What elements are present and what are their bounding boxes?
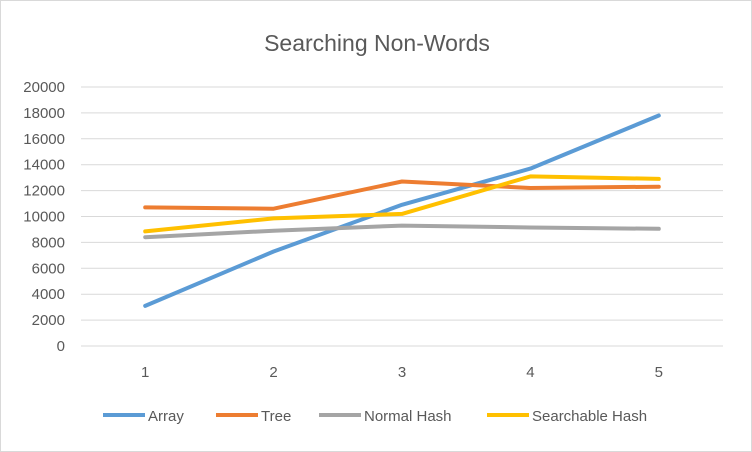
y-axis-tick-labels: 0 2000 4000 6000 8000 10000 12000 14000 16000 180…: [23, 79, 65, 355]
y-tick-label: 0: [57, 338, 65, 355]
x-tick-label: 5: [655, 364, 663, 381]
y-tick-label: 8000: [32, 234, 65, 251]
series-line-array: [143, 113, 661, 308]
y-tick-label: 20000: [23, 79, 65, 96]
x-tick-label: 4: [526, 364, 534, 381]
x-tick-label: 3: [398, 364, 406, 381]
y-tick-label: 6000: [32, 260, 65, 277]
y-tick-label: 4000: [32, 286, 65, 303]
x-axis-tick-labels: 1 2 3 4 5: [141, 364, 663, 381]
legend-label: Normal Hash: [364, 408, 452, 425]
x-tick-label: 1: [141, 364, 149, 381]
legend-label: Tree: [261, 408, 291, 425]
chart-title: Searching Non-Words: [264, 30, 490, 56]
legend-item-tree: Tree: [216, 408, 291, 425]
y-tick-label: 12000: [23, 183, 65, 200]
y-tick-label: 10000: [23, 209, 65, 226]
y-tick-label: 2000: [32, 312, 65, 329]
y-tick-label: 16000: [23, 131, 65, 148]
y-tick-label: 18000: [23, 105, 65, 122]
series-line-tree: [143, 179, 661, 211]
legend: Array Tree Normal Hash Searchable Hash: [103, 408, 647, 425]
legend-item-array: Array: [103, 408, 184, 425]
series-line-searchable-hash: [143, 174, 661, 234]
legend-label: Searchable Hash: [532, 408, 647, 425]
legend-item-searchable-hash: Searchable Hash: [487, 408, 647, 425]
gridlines: [81, 86, 723, 347]
legend-item-normal-hash: Normal Hash: [319, 408, 452, 425]
series-line-normal-hash: [143, 223, 661, 240]
legend-label: Array: [148, 408, 184, 425]
x-tick-label: 2: [269, 364, 277, 381]
series-lines: [143, 113, 661, 308]
y-tick-label: 14000: [23, 157, 65, 174]
